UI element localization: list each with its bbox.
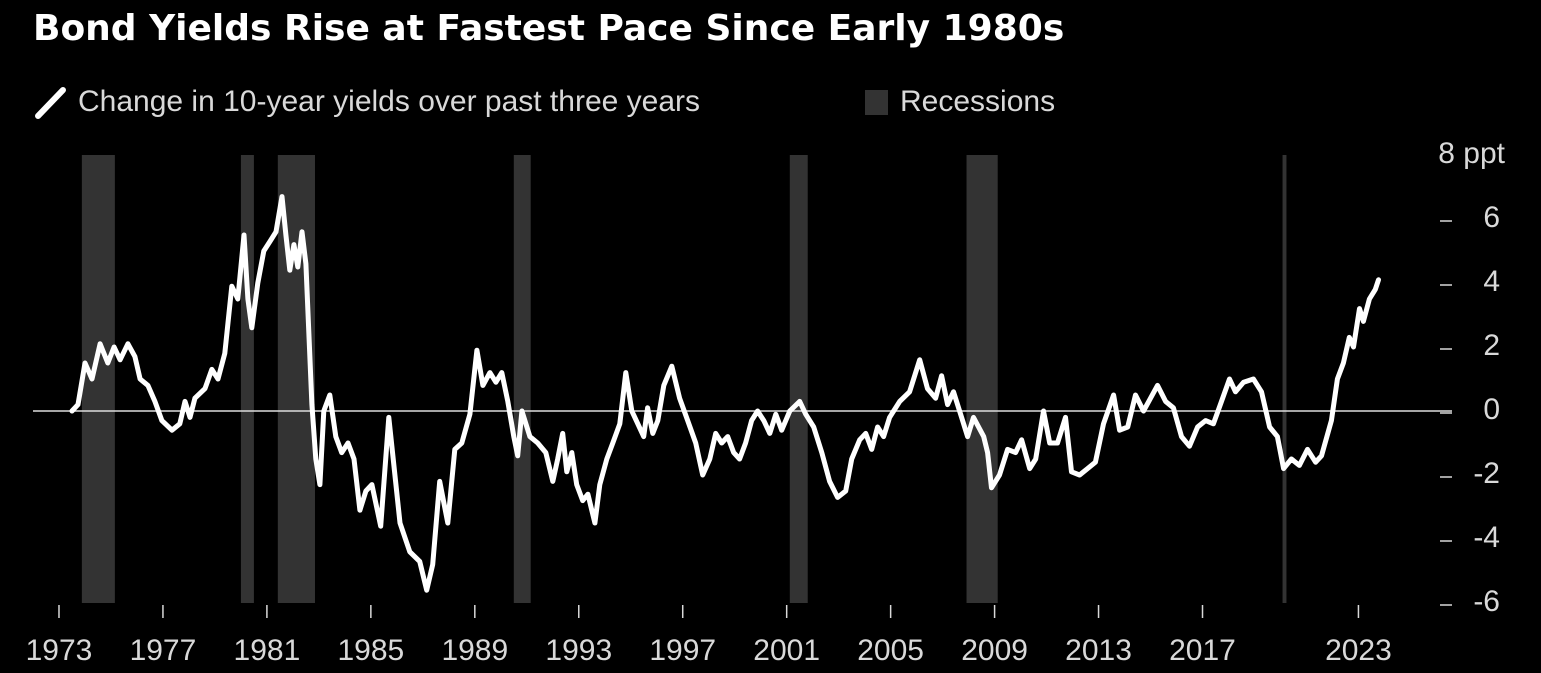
legend-label: Recessions [900, 85, 1055, 118]
x-tick-label: 2009 [961, 634, 1028, 667]
legend-swatch [865, 90, 888, 115]
recession-band [81, 155, 115, 603]
y-tick-label: 4 [1483, 265, 1500, 298]
x-tick-label: 1985 [337, 634, 404, 667]
x-tick-label: 2023 [1325, 634, 1392, 667]
recession-band [966, 155, 998, 603]
x-tick-label: 1973 [26, 634, 93, 667]
plot-area: -6 -4 -2 0 2 4 6 8 ppt 1973 1977 1981 1985 1989 1993 1… [26, 137, 1506, 667]
legend-label: Change in 10-year yields over past three… [78, 85, 700, 118]
recession-band [240, 155, 254, 603]
x-tick-label: 1981 [234, 634, 301, 667]
y-tick-label: -2 [1473, 457, 1500, 490]
y-tick-label: 8 ppt [1438, 137, 1505, 170]
y-tick-label: 6 [1483, 201, 1500, 234]
x-tick-label: 2017 [1169, 634, 1236, 667]
y-tick-label: -6 [1473, 585, 1500, 618]
x-tick-label: 1977 [130, 634, 197, 667]
x-tick-label: 1993 [545, 634, 612, 667]
recession-band [789, 155, 808, 603]
recession-band [513, 155, 531, 603]
x-tick-label: 1997 [649, 634, 716, 667]
legend-line-icon [35, 87, 66, 119]
y-tick-label: -4 [1473, 521, 1500, 554]
x-tick-label: 2013 [1065, 634, 1132, 667]
series-line [69, 194, 1381, 593]
recession-band [1282, 155, 1287, 603]
chart-title: Bond Yields Rise at Fastest Pace Since E… [33, 8, 1064, 49]
x-tick-label: 2001 [753, 634, 820, 667]
x-tick-label: 1989 [441, 634, 508, 667]
x-tick-label: 2005 [857, 634, 924, 667]
y-tick-label: 0 [1483, 393, 1500, 426]
y-tick-label: 2 [1483, 329, 1500, 362]
